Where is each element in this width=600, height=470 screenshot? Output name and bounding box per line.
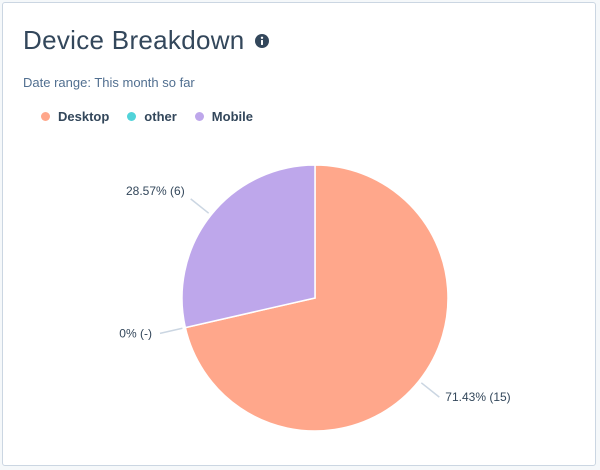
legend-swatch bbox=[194, 112, 204, 121]
legend-label: Mobile bbox=[211, 109, 253, 124]
slice-data-label-other: 0% (-) bbox=[119, 326, 152, 340]
slice-data-label-desktop: 71.43% (15) bbox=[445, 390, 510, 404]
label-leader-line-desktop bbox=[420, 382, 440, 398]
date-range-value: This month so far bbox=[94, 75, 195, 90]
legend-label: other bbox=[144, 109, 177, 124]
pie-slice-mobile[interactable] bbox=[181, 164, 316, 329]
label-leader-line-mobile bbox=[190, 198, 210, 214]
legend-swatch bbox=[127, 112, 137, 121]
pie-slice-desktop[interactable] bbox=[184, 164, 449, 432]
chart-legend: Desktop other Mobile bbox=[41, 109, 271, 124]
legend-label: Desktop bbox=[58, 109, 110, 124]
date-range-label: Date range: bbox=[23, 75, 91, 90]
info-icon[interactable] bbox=[254, 33, 269, 48]
legend-item-mobile[interactable]: Mobile bbox=[194, 109, 253, 124]
label-leader-line-other bbox=[159, 327, 183, 335]
legend-item-desktop[interactable]: Desktop bbox=[41, 109, 109, 124]
legend-swatch bbox=[41, 112, 50, 121]
pie-chart: 71.43% (15) 28.57% (6) 0% (-) bbox=[119, 164, 511, 432]
card-header: Device Breakdown bbox=[23, 25, 269, 56]
card-title: Device Breakdown bbox=[23, 25, 245, 55]
slice-data-label-mobile: 28.57% (6) bbox=[126, 184, 185, 198]
device-breakdown-card: Device Breakdown Date range: This month … bbox=[2, 2, 596, 466]
date-range: Date range: This month so far bbox=[23, 75, 195, 90]
legend-item-other[interactable]: other bbox=[127, 109, 177, 124]
